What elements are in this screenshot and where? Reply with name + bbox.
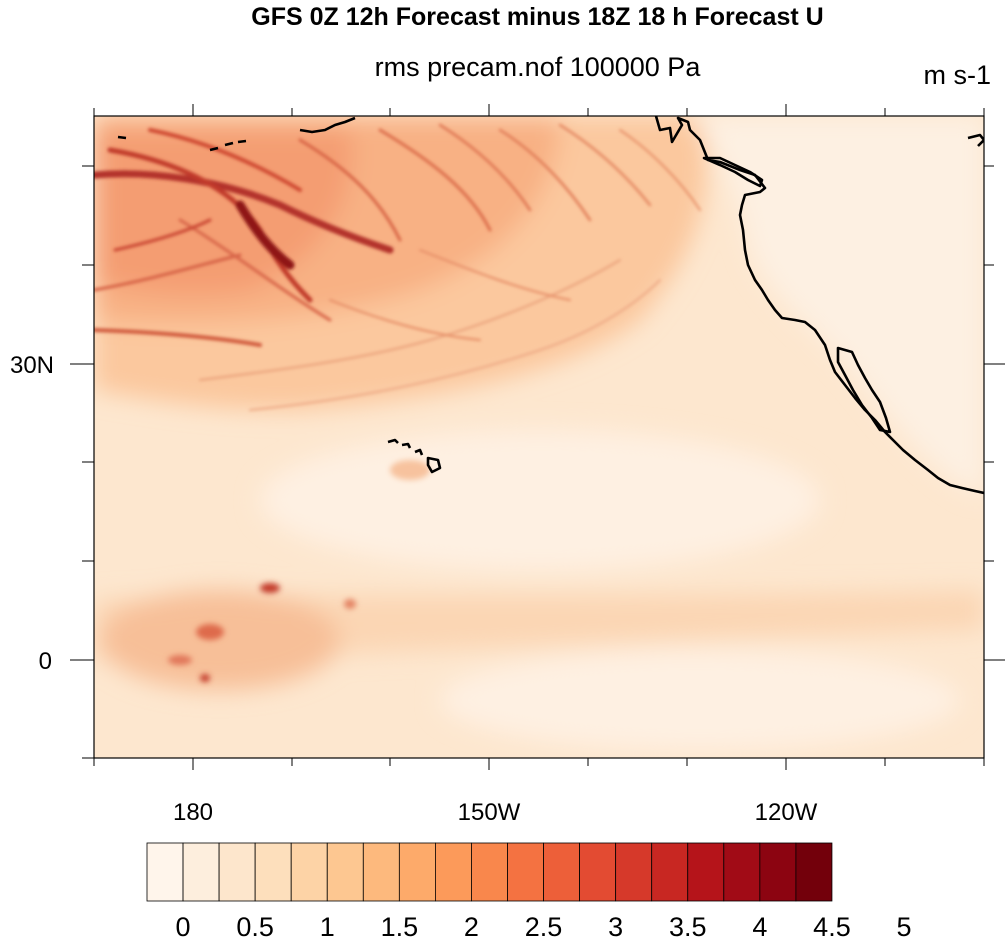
colorbar-swatch <box>795 842 833 902</box>
plot-frame <box>93 115 985 759</box>
lat-tick-label: 30N <box>10 352 54 379</box>
colorbar-label: 5 <box>897 912 912 942</box>
colorbar-swatch <box>182 842 220 902</box>
vancouver-island <box>702 156 764 188</box>
colorbar-swatch <box>290 842 328 902</box>
baja-california <box>836 346 892 434</box>
storm-track-streaks <box>94 123 701 411</box>
colorbar-label: 0 <box>176 912 191 942</box>
aleutian-bits <box>117 135 247 152</box>
colorbar-swatch <box>398 842 436 902</box>
colorbar-swatch <box>579 842 617 902</box>
colorbar-swatch <box>434 842 472 902</box>
alaska-islands <box>299 116 356 134</box>
colorbar-label: 1 <box>320 912 335 942</box>
colorbar-label: 0.5 <box>236 912 274 942</box>
colorbar-label: 2 <box>464 912 479 942</box>
colorbar-swatch <box>507 842 544 902</box>
colorbar-swatch <box>326 842 364 902</box>
colorbar-swatch <box>759 842 797 902</box>
units-label: m s-1 <box>923 60 992 90</box>
lon-tick-label: 150W <box>458 799 521 826</box>
rms-field <box>94 116 984 758</box>
colorbar-label: 3 <box>608 912 623 942</box>
canada-east-bit <box>967 133 984 147</box>
colorbar-label: 3.5 <box>669 912 707 942</box>
plot-subtitle: rms precam.nof 100000 Pa <box>374 52 701 82</box>
plot-title: GFS 0Z 12h Forecast minus 18Z 18 h Forec… <box>251 3 824 31</box>
colorbar-swatch <box>543 842 580 902</box>
colorbar-swatch <box>723 842 761 902</box>
colorbar-swatch <box>615 842 653 902</box>
colorbar-labels: 0 0.5 1 1.5 2 2.5 3 3.5 4 4.5 5 <box>176 912 912 942</box>
colorbar-label: 2.5 <box>525 912 563 942</box>
north-america-coast <box>654 116 984 495</box>
colorbar <box>146 842 833 902</box>
tropical-speckles <box>168 460 430 682</box>
coastlines <box>117 116 984 495</box>
colorbar-swatch <box>651 842 689 902</box>
lon-tick-label: 180 <box>173 799 213 826</box>
colorbar-label: 4.5 <box>813 912 851 942</box>
hawaii-islands <box>387 438 442 474</box>
colorbar-swatch <box>471 842 508 902</box>
colorbar-swatch <box>254 842 292 902</box>
colorbar-swatch <box>362 842 400 902</box>
lon-tick-label: 120W <box>755 799 818 826</box>
colorbar-label: 1.5 <box>381 912 419 942</box>
colorbar-swatch <box>146 842 184 902</box>
lat-tick-label: 0 <box>39 648 52 675</box>
colorbar-swatch <box>687 842 725 902</box>
axis-ticks <box>70 104 1005 770</box>
colorbar-swatch <box>218 842 256 902</box>
colorbar-label: 4 <box>752 912 767 942</box>
